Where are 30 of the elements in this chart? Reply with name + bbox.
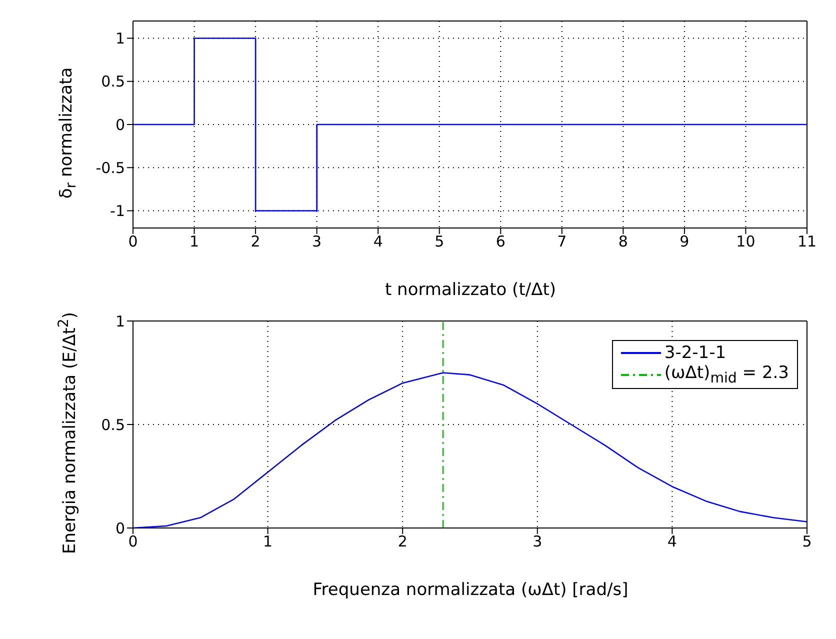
- x-tick-label: 0: [128, 232, 138, 251]
- y-tick-label: 0.5: [101, 416, 125, 434]
- x-tick-label: 10: [736, 232, 756, 251]
- x-tick-label: 11: [797, 232, 817, 251]
- legend-label: (ωΔt)$_{mid}$ = 2.3: [664, 363, 789, 386]
- x-tick-label: 8: [618, 232, 628, 251]
- x-tick-label: 1: [263, 532, 273, 551]
- x-tick-label: 3: [532, 532, 542, 551]
- y-tick-label: -0.5: [96, 158, 125, 177]
- y-tick-label: 0: [115, 519, 125, 538]
- x-tick-label: 0: [128, 532, 138, 551]
- x-tick-label: 5: [434, 232, 444, 251]
- y-tick-label: 1: [115, 30, 125, 48]
- x-tick-label: 2: [398, 532, 408, 551]
- x-axis-title: Frequenza normalizzata (ωΔt) [rad/s]: [312, 580, 630, 600]
- x-tick-label: 9: [680, 232, 690, 251]
- x-axis-title: t normalizzato (t/Δt): [384, 280, 558, 300]
- x-tick-label: 4: [373, 232, 383, 251]
- y-tick-label: -1: [110, 202, 125, 220]
- x-tick-label: 6: [496, 232, 506, 251]
- x-tick-label: 3: [312, 232, 322, 251]
- x-tick-label: 2: [250, 232, 260, 251]
- x-tick-label: 5: [802, 532, 812, 551]
- y-tick-label: 0: [115, 116, 125, 134]
- x-tick-label: 1: [190, 232, 200, 251]
- x-tick-label: 4: [667, 532, 677, 551]
- y-tick-label: 0.5: [101, 72, 125, 91]
- legend-label: 3-2-1-1: [664, 343, 726, 363]
- x-tick-label: 7: [557, 232, 567, 251]
- y-tick-label: 1: [115, 312, 125, 330]
